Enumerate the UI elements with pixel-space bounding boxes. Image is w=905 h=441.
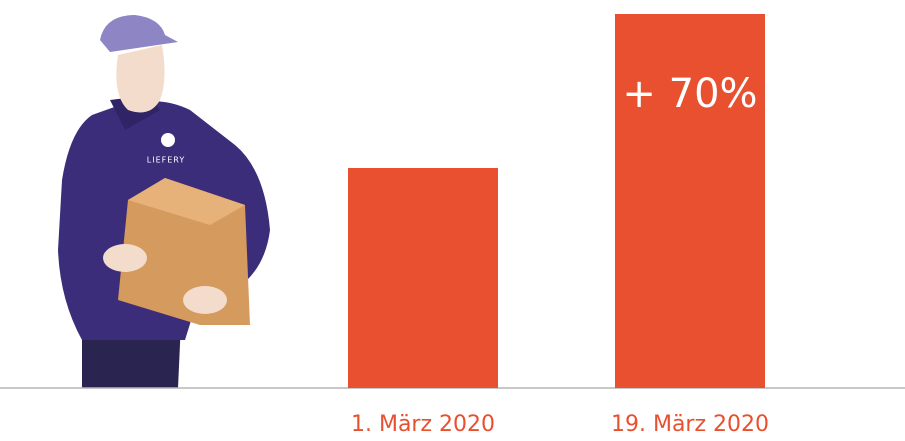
annotation: + 70% [622, 71, 757, 117]
page: {"chart_data": {"type": "bar", "categori… [0, 0, 905, 441]
courier-illustration: LIEFERY [58, 15, 270, 388]
logo-text: LIEFERY [147, 156, 185, 165]
bar [348, 168, 498, 388]
x-tick-label: 1. März 2020 [351, 412, 495, 437]
chart: LIEFERY + 70% 1. März 2020 19. März 2020 [0, 0, 905, 441]
x-tick-label: 19. März 2020 [611, 412, 769, 437]
